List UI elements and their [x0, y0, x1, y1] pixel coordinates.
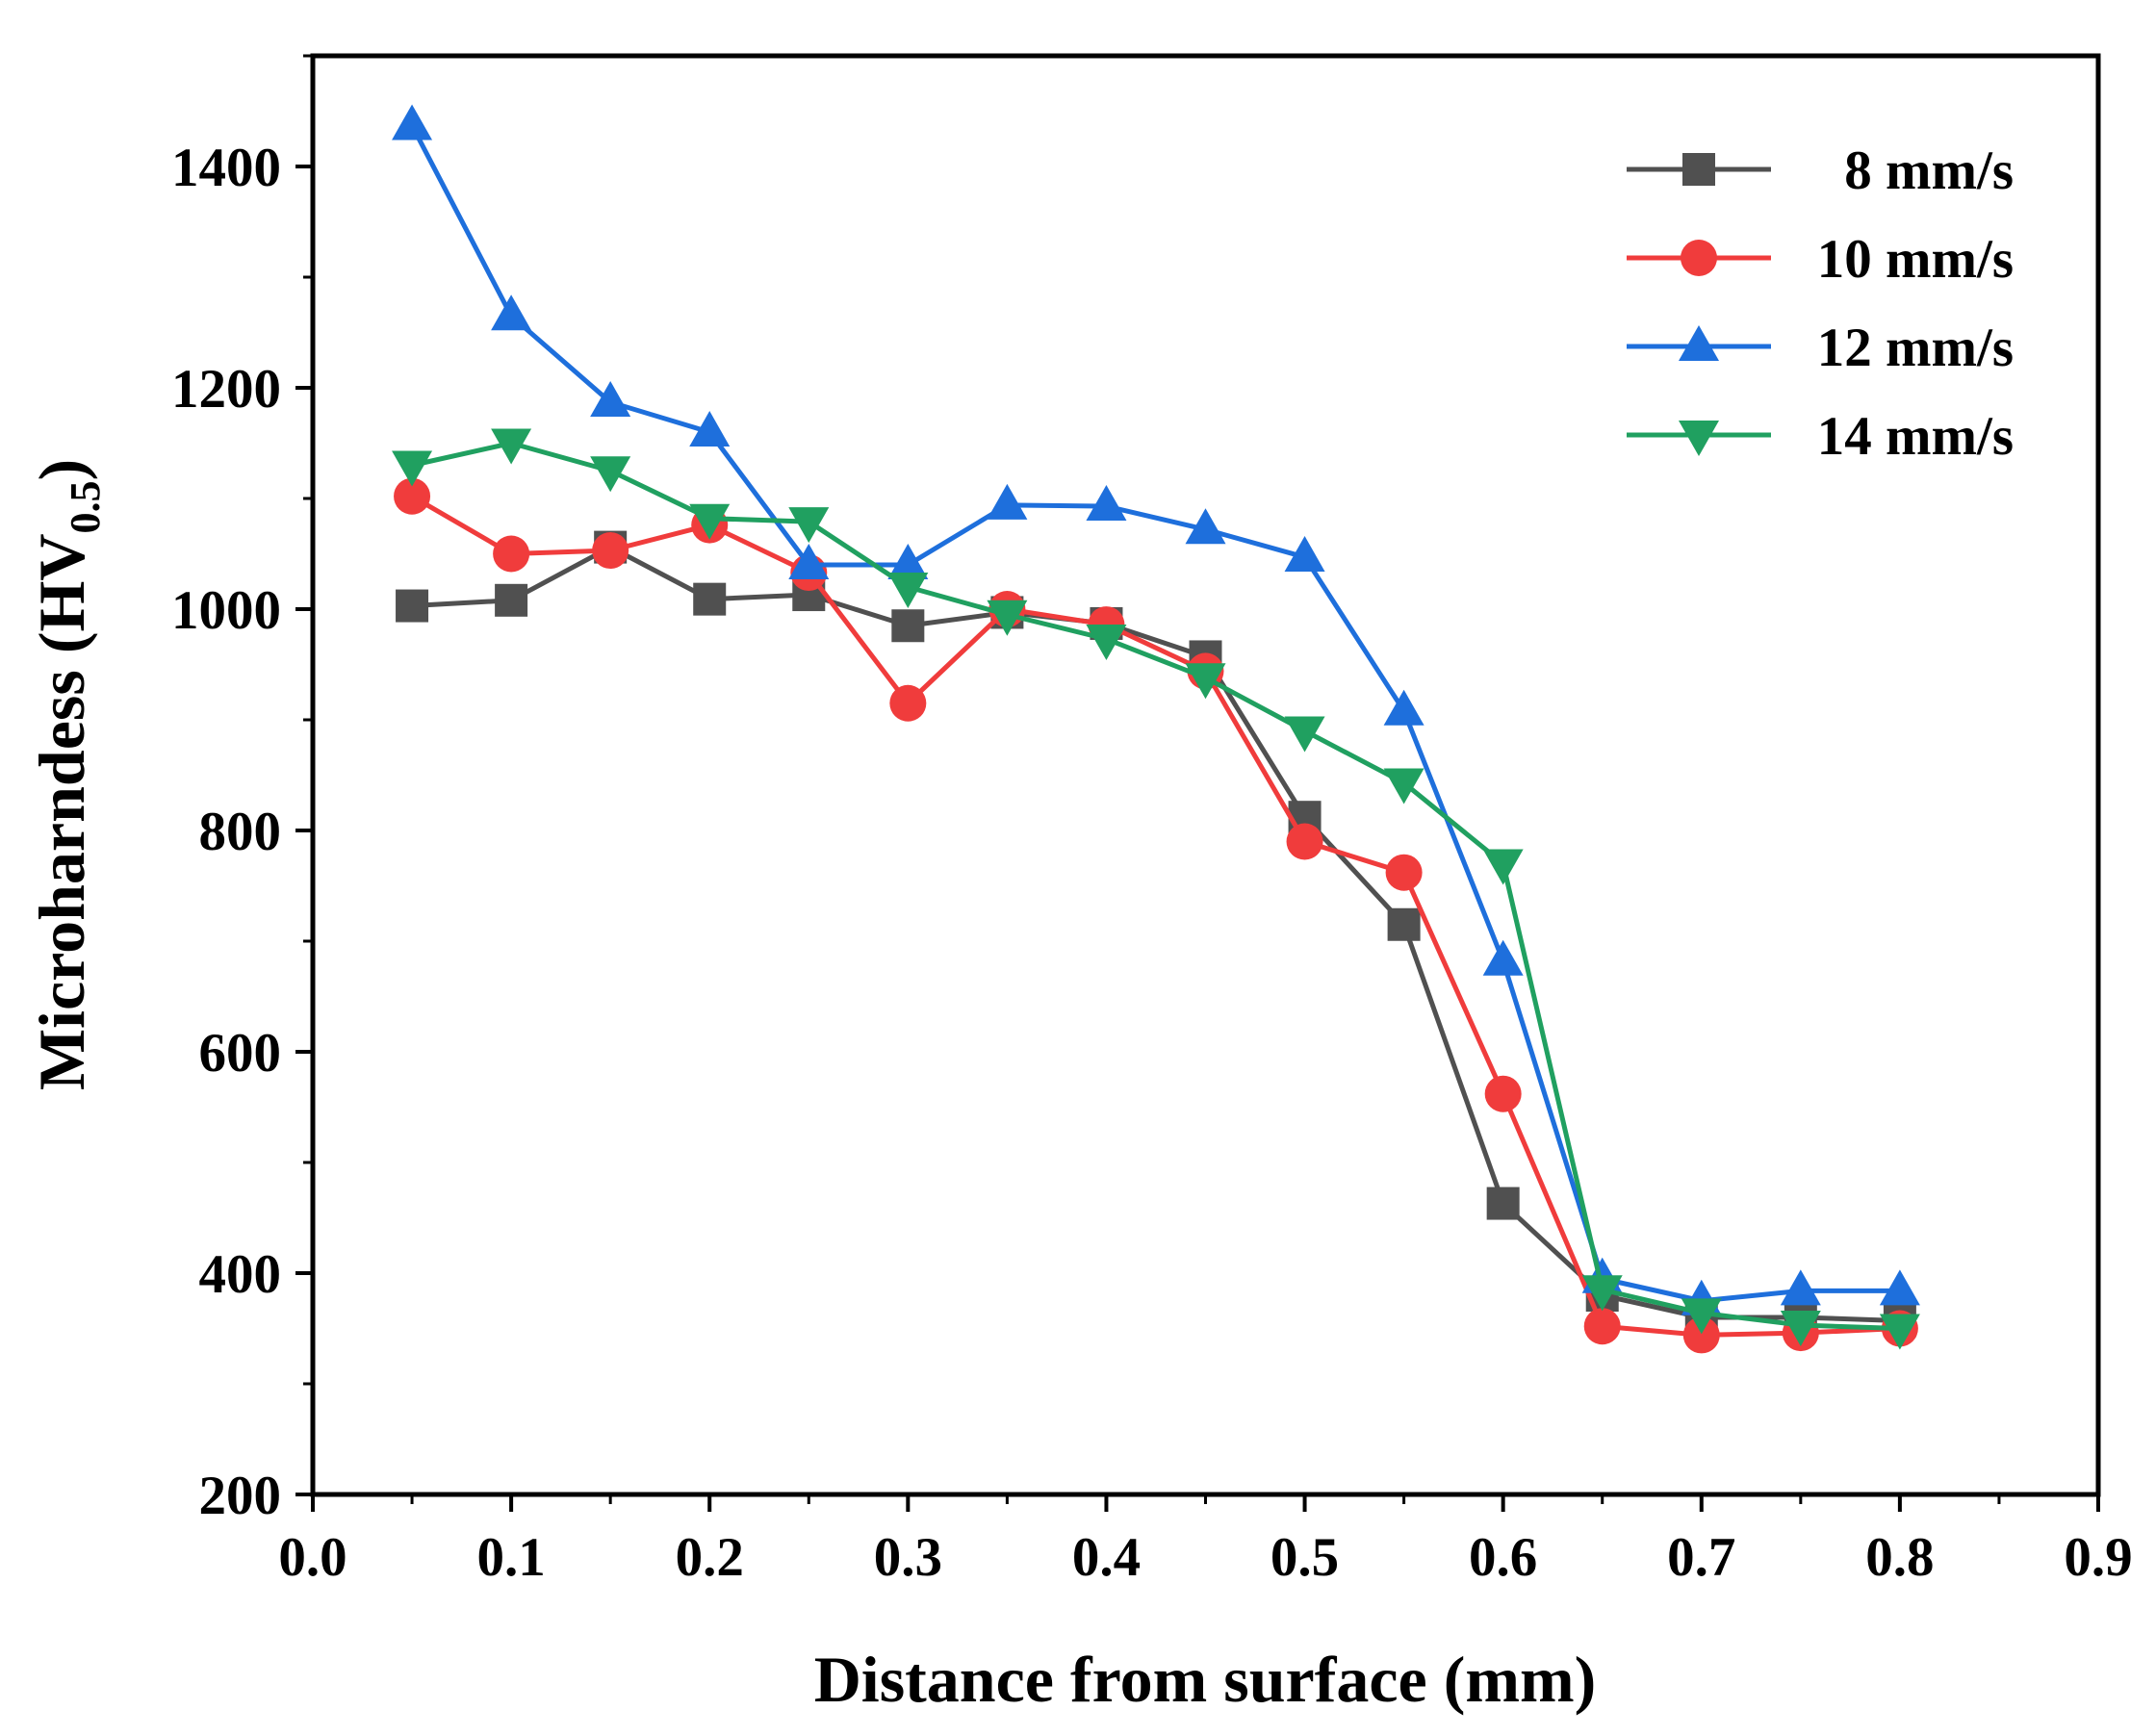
x-tick-label: 0.7	[1667, 1527, 1735, 1588]
data-point	[693, 582, 727, 616]
data-point	[1086, 485, 1127, 522]
data-point	[592, 532, 629, 570]
data-point	[1383, 768, 1424, 804]
y-axis-title: Microharndess (HV0.5)	[25, 459, 109, 1090]
data-point	[1086, 625, 1127, 661]
data-point	[396, 589, 429, 623]
data-point	[1681, 1298, 1722, 1335]
data-point	[1583, 1308, 1621, 1345]
x-tick-label: 0.9	[2064, 1527, 2132, 1588]
legend: 8 mm/s 10 mm/s 12 mm/s 14 mm/s	[1627, 140, 2014, 467]
data-point	[689, 503, 731, 540]
data-point	[1780, 1311, 1821, 1347]
data-point	[1383, 689, 1424, 726]
legend-entry: 14 mm/s	[1627, 406, 2014, 467]
data-point	[590, 456, 631, 493]
legend-entry: 8 mm/s	[1627, 140, 2014, 201]
data-point	[1482, 849, 1524, 885]
data-point	[1385, 854, 1423, 891]
data-point	[889, 684, 927, 722]
legend-label: 10 mm/s	[1817, 229, 2014, 290]
x-tick-label: 0.5	[1270, 1527, 1339, 1588]
data-point	[1780, 1269, 1821, 1306]
legend-marker	[1681, 240, 1717, 276]
data-point	[1482, 939, 1524, 976]
y-axis-title-subscript: 0.5	[62, 481, 109, 534]
series-0	[396, 530, 1916, 1338]
data-point	[987, 600, 1028, 636]
series-3	[392, 428, 1920, 1350]
data-point	[1284, 535, 1325, 572]
data-point	[887, 573, 929, 608]
y-tick-label: 400	[199, 1244, 282, 1305]
y-axis-title-main: Microharndess (HV	[25, 534, 98, 1091]
legend-entry: 12 mm/s	[1627, 318, 2014, 378]
data-point	[392, 450, 433, 487]
x-tick-label: 0.1	[476, 1527, 545, 1588]
data-point	[1387, 907, 1421, 941]
data-point	[987, 483, 1028, 520]
x-tick-label: 0.0	[278, 1527, 346, 1588]
legend-marker	[1679, 421, 1719, 456]
axis-ticks: 0.0 0.1 0.2 0.3 0.4 0.5 0.6 0.7 0.8 0.9 200 400 600 8…	[171, 54, 2133, 1588]
data-point	[1185, 508, 1226, 545]
data-point	[788, 544, 830, 579]
series-layer	[392, 104, 1920, 1354]
series-line-0	[411, 545, 1900, 1323]
x-tick-label: 0.4	[1072, 1527, 1141, 1588]
legend-marker	[1682, 153, 1715, 186]
legend-marker	[1679, 325, 1719, 361]
data-point	[1286, 823, 1323, 860]
data-point	[1284, 716, 1325, 753]
series-line-2	[409, 124, 1900, 1304]
x-tick-label: 0.8	[1865, 1527, 1934, 1588]
y-tick-label: 600	[199, 1023, 282, 1084]
data-point	[1486, 1187, 1520, 1220]
data-point	[394, 477, 431, 515]
data-point	[495, 583, 528, 617]
data-point	[689, 411, 731, 447]
data-point	[1682, 1316, 1720, 1354]
series-2	[392, 104, 1920, 1315]
data-point	[1581, 1275, 1623, 1312]
data-point	[1185, 663, 1226, 700]
x-tick-label: 0.3	[874, 1527, 942, 1588]
data-point	[887, 544, 929, 579]
data-point	[1879, 1314, 1920, 1350]
data-point	[392, 104, 433, 140]
x-tick-label: 0.6	[1469, 1527, 1537, 1588]
data-point	[491, 428, 532, 465]
legend-entry: 10 mm/s	[1627, 229, 2014, 290]
series-line-1	[410, 494, 1901, 1338]
x-axis-title: Distance from surface (mm)	[814, 1643, 1597, 1716]
data-point	[788, 507, 830, 544]
data-point	[1879, 1269, 1920, 1306]
legend-label: 14 mm/s	[1817, 406, 2014, 467]
data-point	[493, 535, 530, 573]
y-tick-label: 1200	[171, 359, 281, 420]
y-axis-title-close: )	[25, 459, 98, 481]
series-1	[394, 477, 1918, 1354]
y-tick-label: 200	[199, 1466, 282, 1526]
y-tick-label: 1400	[171, 138, 281, 198]
x-tick-label: 0.2	[676, 1527, 744, 1588]
data-point	[891, 609, 925, 643]
data-point	[590, 380, 631, 417]
legend-label: 8 mm/s	[1844, 140, 2014, 201]
series-line-3	[411, 441, 1900, 1331]
legend-label: 12 mm/s	[1817, 318, 2014, 378]
y-tick-label: 1000	[171, 580, 281, 641]
data-point	[1484, 1075, 1522, 1112]
y-tick-label: 800	[199, 802, 282, 862]
data-point	[491, 294, 532, 331]
